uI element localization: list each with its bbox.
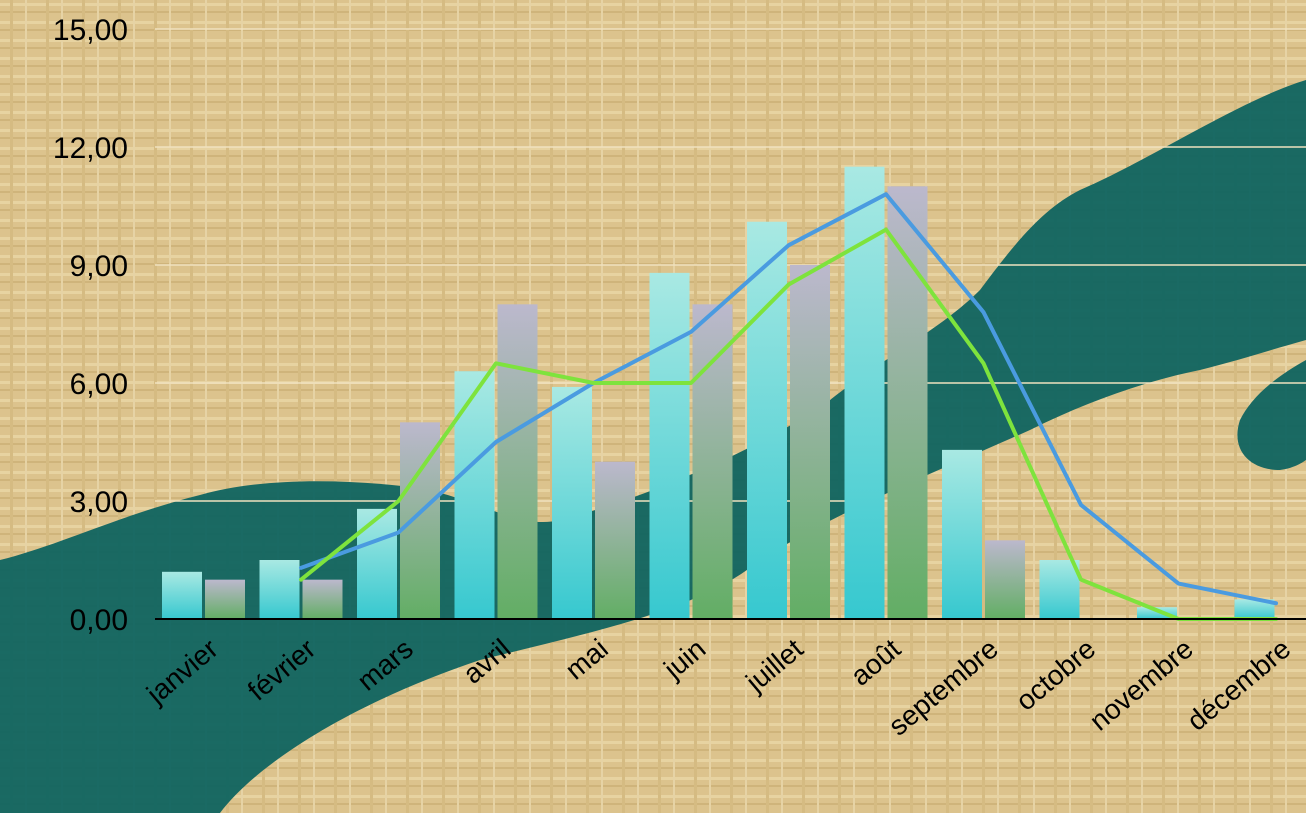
bar-series-2	[497, 304, 538, 619]
bar-series-2	[790, 265, 830, 619]
y-tick-label: 0,00	[70, 604, 128, 637]
line-series-2	[299, 227, 1278, 621]
bar-series-1	[747, 221, 787, 619]
bar-series-1	[1039, 560, 1080, 619]
bar-series-1	[357, 508, 397, 619]
background-decoration	[0, 80, 1306, 813]
y-axis: 0,00 3,00 6,00 9,00 12,00 15,00	[53, 14, 128, 637]
line-series-1	[299, 192, 1278, 606]
bar-series-2	[595, 461, 635, 619]
bar-series-2	[692, 304, 733, 619]
y-tick-label: 6,00	[70, 368, 128, 401]
y-tick-label: 12,00	[53, 132, 128, 165]
bars	[162, 166, 1275, 620]
bar-series-2	[887, 186, 928, 620]
y-tick-label: 15,00	[53, 14, 128, 47]
bar-series-1	[649, 272, 690, 619]
bar-series-2	[302, 579, 343, 619]
bar-series-2	[985, 540, 1025, 619]
bar-series-1	[552, 386, 592, 619]
bar-series-2	[205, 579, 245, 619]
bar-series-1	[259, 560, 300, 619]
bar-series-1	[942, 449, 982, 619]
decor-hand-shape	[0, 80, 1306, 813]
lines	[299, 192, 1278, 621]
y-tick-label: 9,00	[70, 250, 128, 283]
bar-series-1	[1234, 599, 1275, 619]
bar-series-1	[454, 371, 495, 619]
y-tick-label: 3,00	[70, 486, 128, 519]
bar-series-1	[1137, 607, 1177, 619]
bar-series-1	[162, 571, 202, 619]
decor-finger-shape	[1237, 360, 1306, 470]
